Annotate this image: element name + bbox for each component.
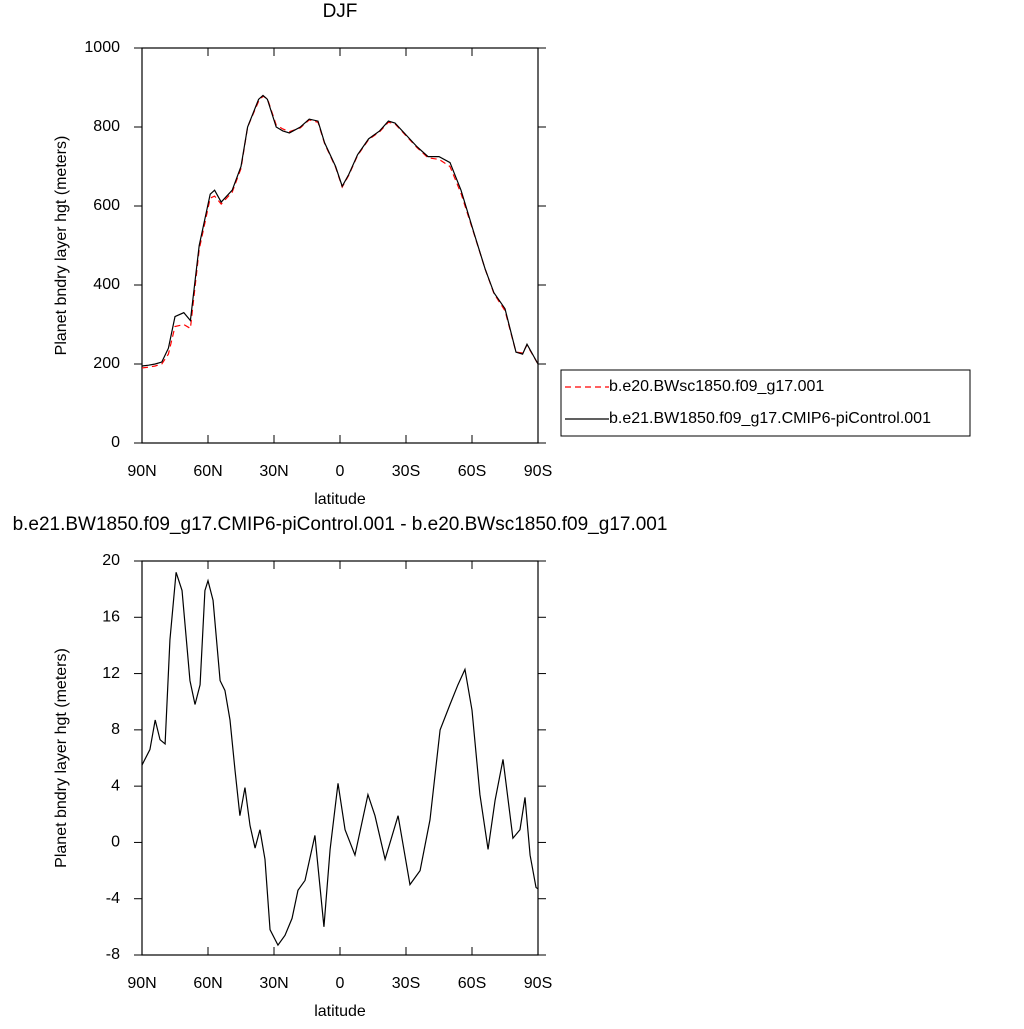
y-tick-label: 8 xyxy=(111,721,120,738)
data-line xyxy=(141,95,539,369)
y-tick-label: 1000 xyxy=(84,39,120,56)
y-tick-label: 20 xyxy=(102,552,120,569)
y-tick-label: -4 xyxy=(106,890,120,907)
x-tick-label: 60S xyxy=(458,975,486,992)
chart-title: DJF xyxy=(323,1,358,22)
y-tick-label: 800 xyxy=(93,118,120,135)
x-tick-label: 30S xyxy=(392,463,420,480)
x-tick-label: 60S xyxy=(458,463,486,480)
data-line xyxy=(141,94,539,367)
y-tick-label: 0 xyxy=(111,834,120,851)
plot-frame xyxy=(141,560,539,956)
x-tick-label: 0 xyxy=(336,975,345,992)
x-tick-label: 30N xyxy=(259,463,288,480)
y-tick-label: 600 xyxy=(93,197,120,214)
x-tick-label: 90S xyxy=(524,975,552,992)
legend-box xyxy=(560,369,971,437)
y-tick-label: 400 xyxy=(93,276,120,293)
x-axis-label: latitude xyxy=(314,491,366,508)
x-tick-label: 90S xyxy=(524,463,552,480)
y-tick-label: 200 xyxy=(93,355,120,372)
x-tick-label: 90N xyxy=(127,463,156,480)
x-tick-label: 60N xyxy=(193,463,222,480)
y-axis-label: Planet bndry layer hgt (meters) xyxy=(53,648,70,868)
x-tick-label: 30N xyxy=(259,975,288,992)
plot-frame xyxy=(141,47,539,444)
x-tick-label: 0 xyxy=(336,463,345,480)
legend-label: b.e20.BWsc1850.f09_g17.001 xyxy=(609,378,824,395)
x-tick-label: 90N xyxy=(127,975,156,992)
y-tick-label: 4 xyxy=(111,777,120,794)
y-axis-label: Planet bndry layer hgt (meters) xyxy=(53,136,70,356)
y-tick-label: 16 xyxy=(102,609,120,626)
y-tick-label: 0 xyxy=(111,434,120,451)
x-tick-label: 30S xyxy=(392,975,420,992)
y-tick-label: 12 xyxy=(102,665,120,682)
x-tick-label: 60N xyxy=(193,975,222,992)
data-line xyxy=(141,572,539,947)
x-axis-label: latitude xyxy=(314,1003,366,1020)
chart-title: b.e21.BW1850.f09_g17.CMIP6-piControl.001… xyxy=(13,514,668,535)
legend-label: b.e21.BW1850.f09_g17.CMIP6-piControl.001 xyxy=(609,410,931,427)
y-tick-label: -8 xyxy=(106,946,120,963)
